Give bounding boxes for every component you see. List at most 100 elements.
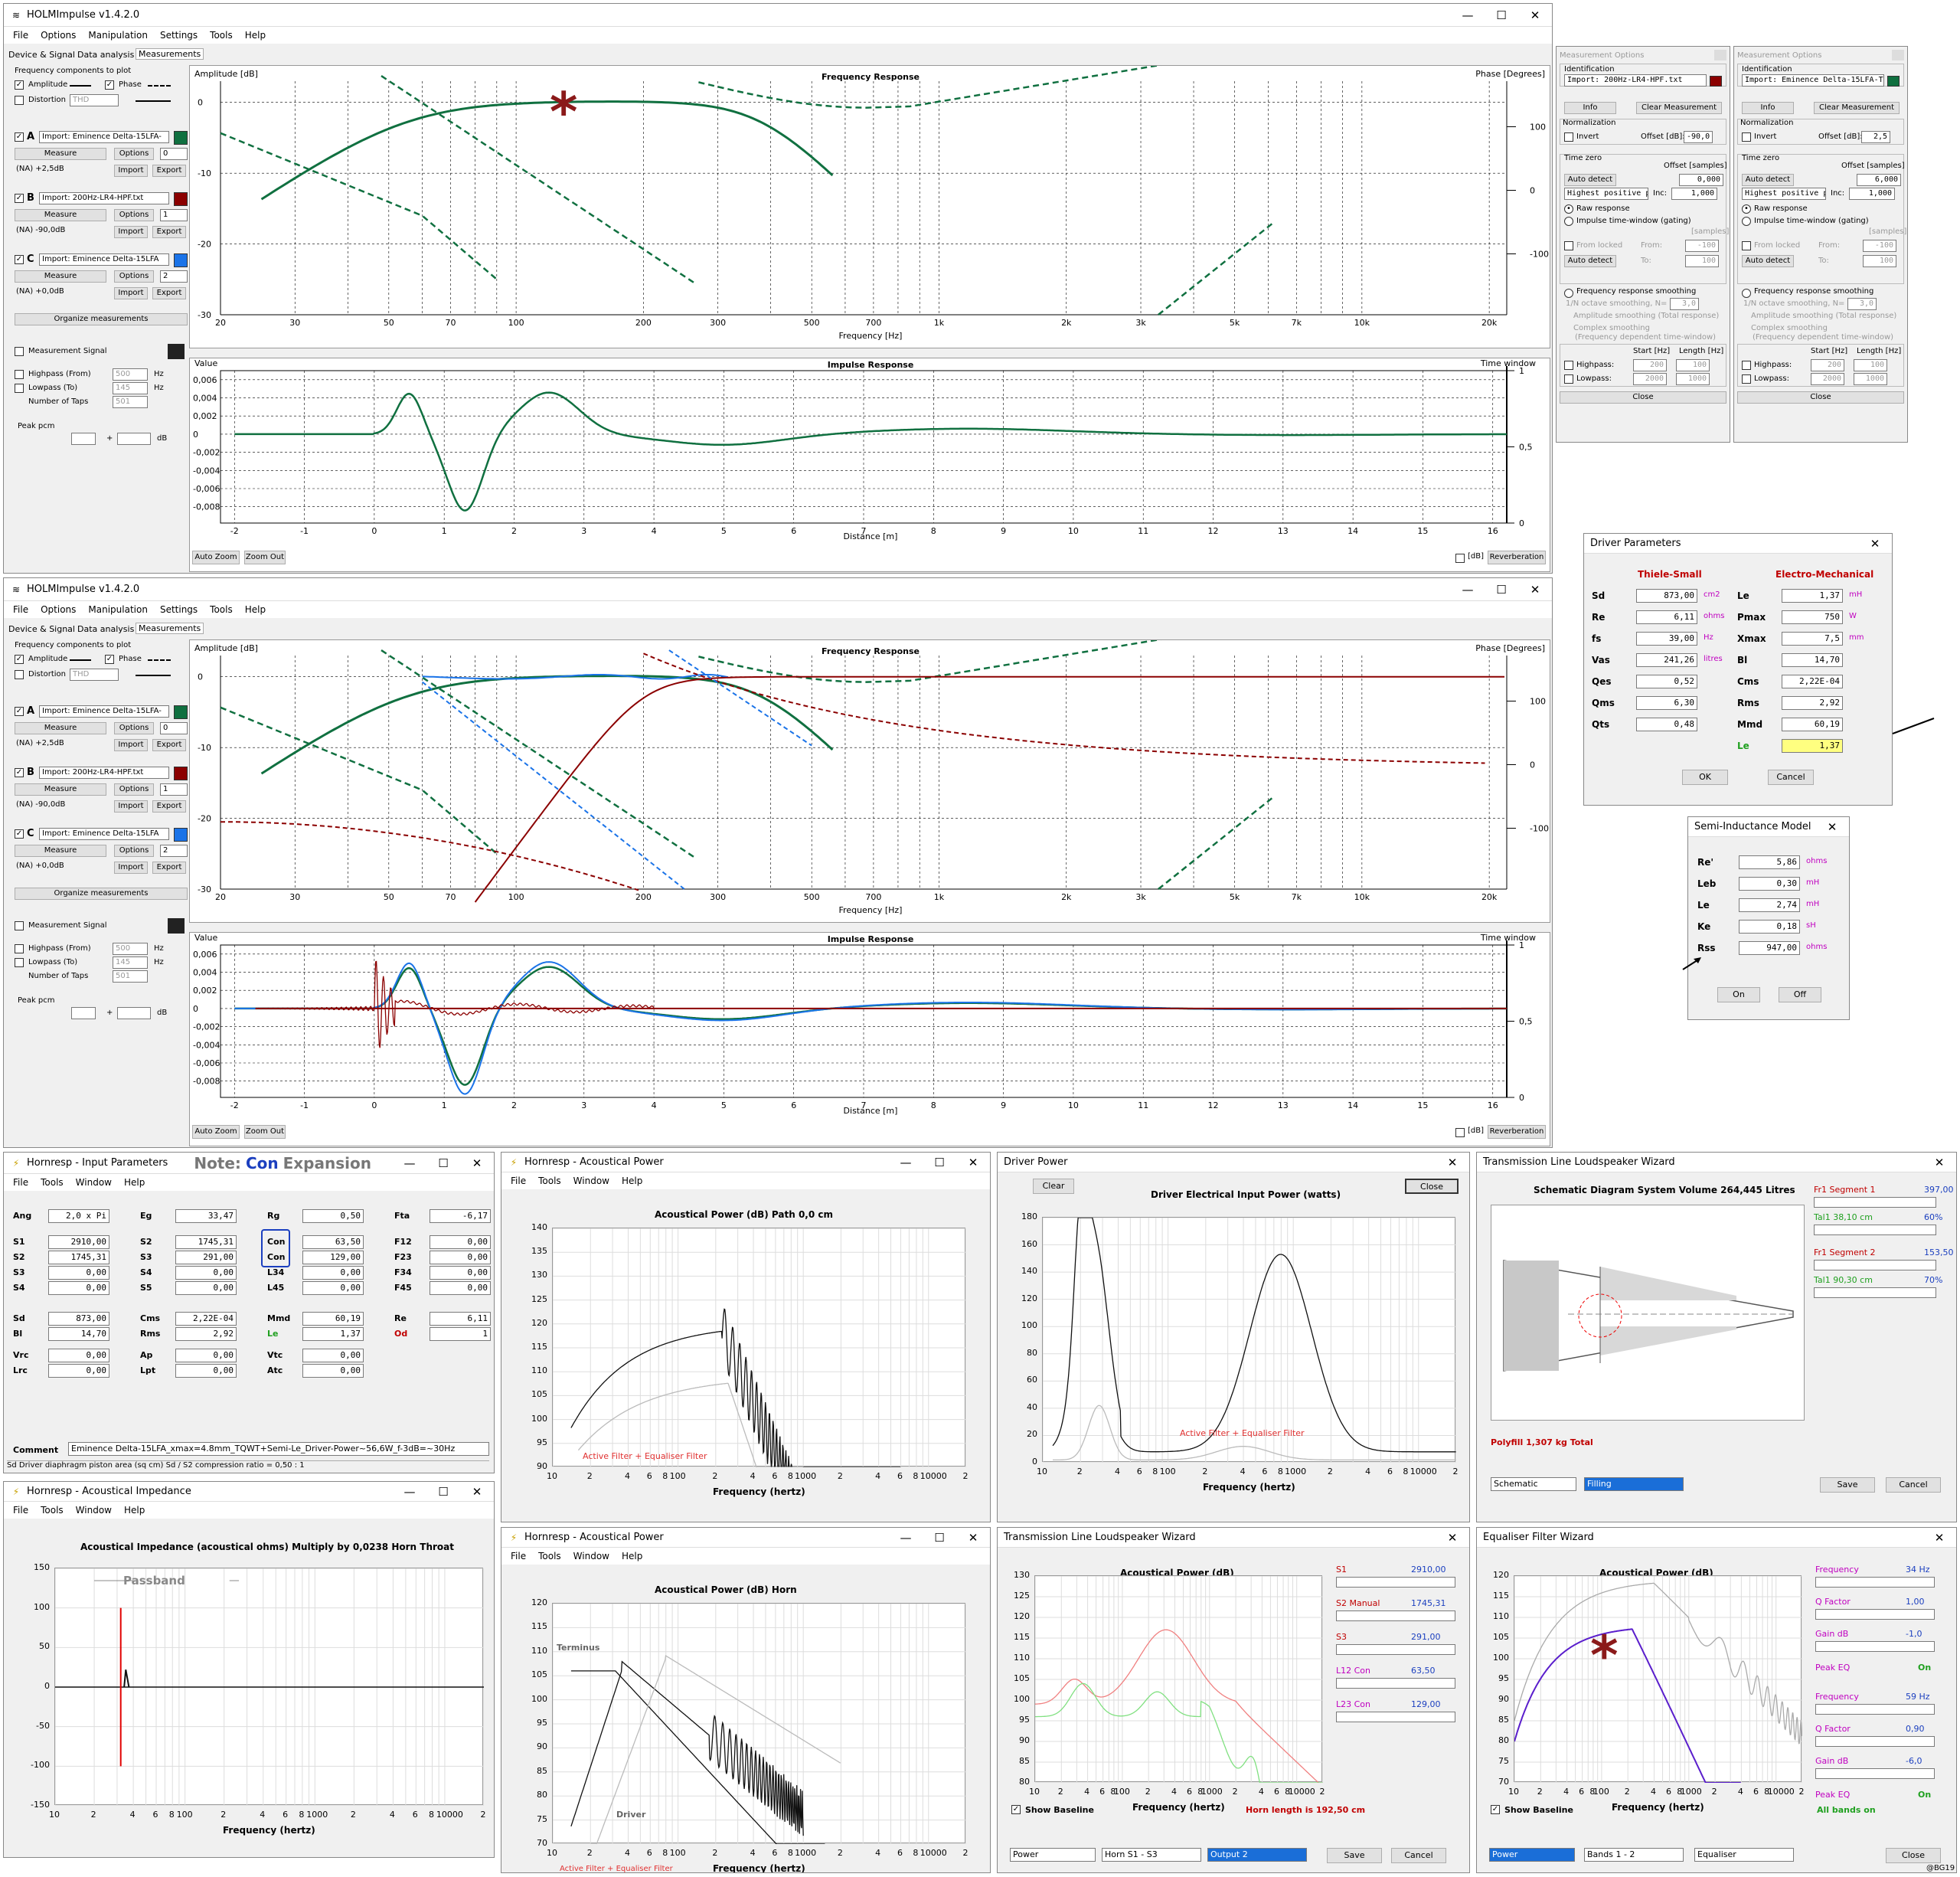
from-field[interactable]: -100 <box>1685 240 1719 252</box>
semi-value[interactable]: 0,30 <box>1739 877 1800 891</box>
input-value[interactable]: 60,19 <box>302 1312 364 1326</box>
menu-help[interactable]: Help <box>621 1551 643 1561</box>
auto-detect-button[interactable]: Auto detect <box>1742 174 1794 186</box>
channel-chA-checkbox[interactable]: ✓ <box>15 132 24 142</box>
input-value[interactable]: 0,00 <box>430 1266 491 1280</box>
channel-chA-color-swatch[interactable] <box>174 705 188 719</box>
minimize-button[interactable]: — <box>403 1156 416 1170</box>
param-value[interactable]: 7,5 <box>1782 632 1843 646</box>
highpass-checkbox[interactable] <box>1742 361 1751 370</box>
input-value[interactable]: 0,00 <box>175 1364 237 1378</box>
input-value[interactable]: 2,22E-04 <box>175 1312 237 1326</box>
input-value[interactable]: 0,00 <box>175 1349 237 1362</box>
input-value[interactable]: 6,11 <box>430 1312 491 1326</box>
menu-settings[interactable]: Settings <box>159 604 198 615</box>
clear-button[interactable]: Clear <box>1033 1179 1074 1194</box>
close-button[interactable]: ✕ <box>1530 582 1540 597</box>
input-value[interactable]: 2,0 x Pi <box>48 1209 109 1223</box>
channel-chB-export-button[interactable]: Export <box>152 226 186 238</box>
close-button[interactable]: ✕ <box>1934 1530 1945 1545</box>
menu-tools[interactable]: Tools <box>210 30 233 41</box>
input-value[interactable]: 0,00 <box>302 1281 364 1295</box>
param-value[interactable]: 0,48 <box>1636 718 1697 731</box>
param-value[interactable]: 39,00 <box>1636 632 1697 646</box>
menu-tools[interactable]: Tools <box>210 604 233 615</box>
signal-color-swatch[interactable] <box>168 918 185 934</box>
peak-field-1[interactable]: + <box>71 1007 96 1019</box>
minimize-button[interactable]: — <box>900 1530 912 1545</box>
highpass-field[interactable]: 500 <box>113 368 148 381</box>
close-button[interactable]: ✕ <box>968 1530 978 1545</box>
equaliser-select[interactable]: Equaliser <box>1694 1848 1794 1862</box>
minimize-button[interactable]: — <box>403 1484 416 1499</box>
channel-chB-options-button[interactable]: Options <box>114 783 154 796</box>
zoom-out-button[interactable]: Zoom Out <box>244 551 286 564</box>
channel-chA-export-button[interactable]: Export <box>152 739 186 751</box>
channel-chB-file-select[interactable]: Import: 200Hz-LR4-HPF.txt <box>39 192 169 204</box>
close-button[interactable]: ✕ <box>1447 1155 1458 1169</box>
menu-options[interactable]: Options <box>41 604 77 615</box>
highpass-checkbox[interactable] <box>15 944 24 953</box>
auto-detect-2-button[interactable]: Auto detect <box>1564 255 1616 267</box>
channel-chC-color-swatch[interactable] <box>174 828 188 842</box>
phase-checkbox[interactable]: ✓ <box>105 80 114 90</box>
maximize-button[interactable]: ☐ <box>1496 8 1507 22</box>
input-value[interactable]: 0,00 <box>175 1266 237 1280</box>
from-locked-checkbox[interactable] <box>1564 241 1573 250</box>
lowpass-field[interactable]: 145 <box>113 956 148 969</box>
input-value[interactable]: 0,00 <box>48 1349 109 1362</box>
show-baseline-checkbox[interactable]: ✓ <box>1491 1805 1500 1814</box>
octave-field[interactable]: 3,0 <box>1670 298 1699 310</box>
param-value[interactable]: 750 <box>1782 610 1843 624</box>
channel-chB-import-button[interactable]: Import <box>114 800 148 813</box>
channel-chC-file-select[interactable]: Import: Eminence Delta-15LFA <box>39 828 169 840</box>
input-value[interactable]: 1 <box>430 1327 491 1341</box>
clear-measurement-button[interactable]: Clear Measurement <box>1814 102 1900 114</box>
close-box[interactable] <box>1892 50 1904 60</box>
close-button[interactable]: ✕ <box>968 1155 978 1169</box>
minimize-button[interactable]: — <box>1462 582 1474 597</box>
slider-track[interactable] <box>1336 1644 1455 1655</box>
tal1-slider[interactable] <box>1814 1225 1936 1235</box>
menu-window[interactable]: Window <box>75 1177 112 1188</box>
input-value[interactable]: 0,00 <box>48 1364 109 1378</box>
raw-radio[interactable]: • <box>1742 204 1751 214</box>
fr1-slider[interactable] <box>1814 1197 1936 1208</box>
channel-chB-measure-button[interactable]: Measure <box>15 783 106 796</box>
menu-help[interactable]: Help <box>621 1176 643 1186</box>
input-value[interactable]: 2910,00 <box>48 1235 109 1249</box>
b2-slider[interactable] <box>1815 1768 1935 1779</box>
input-value[interactable]: 33,47 <box>175 1209 237 1223</box>
channel-chA-file-select[interactable]: Import: Eminence Delta-15LFA- <box>39 705 169 718</box>
fr2-slider[interactable] <box>1814 1260 1936 1270</box>
channel-chA-file-select[interactable]: Import: Eminence Delta-15LFA- <box>39 131 169 143</box>
channel-chB-index[interactable]: 1 <box>160 783 188 796</box>
distortion-checkbox[interactable] <box>15 670 24 679</box>
channel-chA-color-swatch[interactable] <box>174 131 188 145</box>
menu-help[interactable]: Help <box>123 1505 145 1516</box>
highpass-checkbox[interactable] <box>1564 361 1573 370</box>
channel-chB-checkbox[interactable]: ✓ <box>15 194 24 203</box>
peak-field-1[interactable]: + <box>71 433 96 445</box>
channel-chC-color-swatch[interactable] <box>174 253 188 267</box>
input-value[interactable]: 291,00 <box>175 1251 237 1264</box>
channel-chC-checkbox[interactable]: ✓ <box>15 255 24 264</box>
hp-length[interactable]: 100 <box>1676 359 1710 371</box>
color-swatch[interactable] <box>1710 76 1722 87</box>
close-button-dialog[interactable]: Close <box>1886 1848 1941 1863</box>
param-value[interactable]: 6,11 <box>1636 610 1697 624</box>
close-button[interactable]: Close <box>1560 391 1726 404</box>
db-checkbox[interactable] <box>1455 1128 1465 1137</box>
menu-file[interactable]: File <box>13 604 29 615</box>
amplitude-checkbox[interactable]: ✓ <box>15 80 24 90</box>
lowpass-checkbox[interactable] <box>15 384 24 393</box>
phase-checkbox[interactable]: ✓ <box>105 655 114 664</box>
lowpass-checkbox[interactable] <box>1564 374 1573 384</box>
menu-file[interactable]: File <box>511 1551 527 1561</box>
file-field[interactable]: Import: 200Hz-LR4-HPF.txt <box>1564 74 1707 87</box>
info-button[interactable]: Info <box>1742 102 1794 114</box>
filling-select[interactable]: Filling <box>1584 1477 1684 1491</box>
organize-button[interactable]: Organize measurements <box>15 888 188 900</box>
time-zero-field[interactable]: 6,000 <box>1857 174 1901 186</box>
octave-field[interactable]: 3,0 <box>1847 298 1877 310</box>
